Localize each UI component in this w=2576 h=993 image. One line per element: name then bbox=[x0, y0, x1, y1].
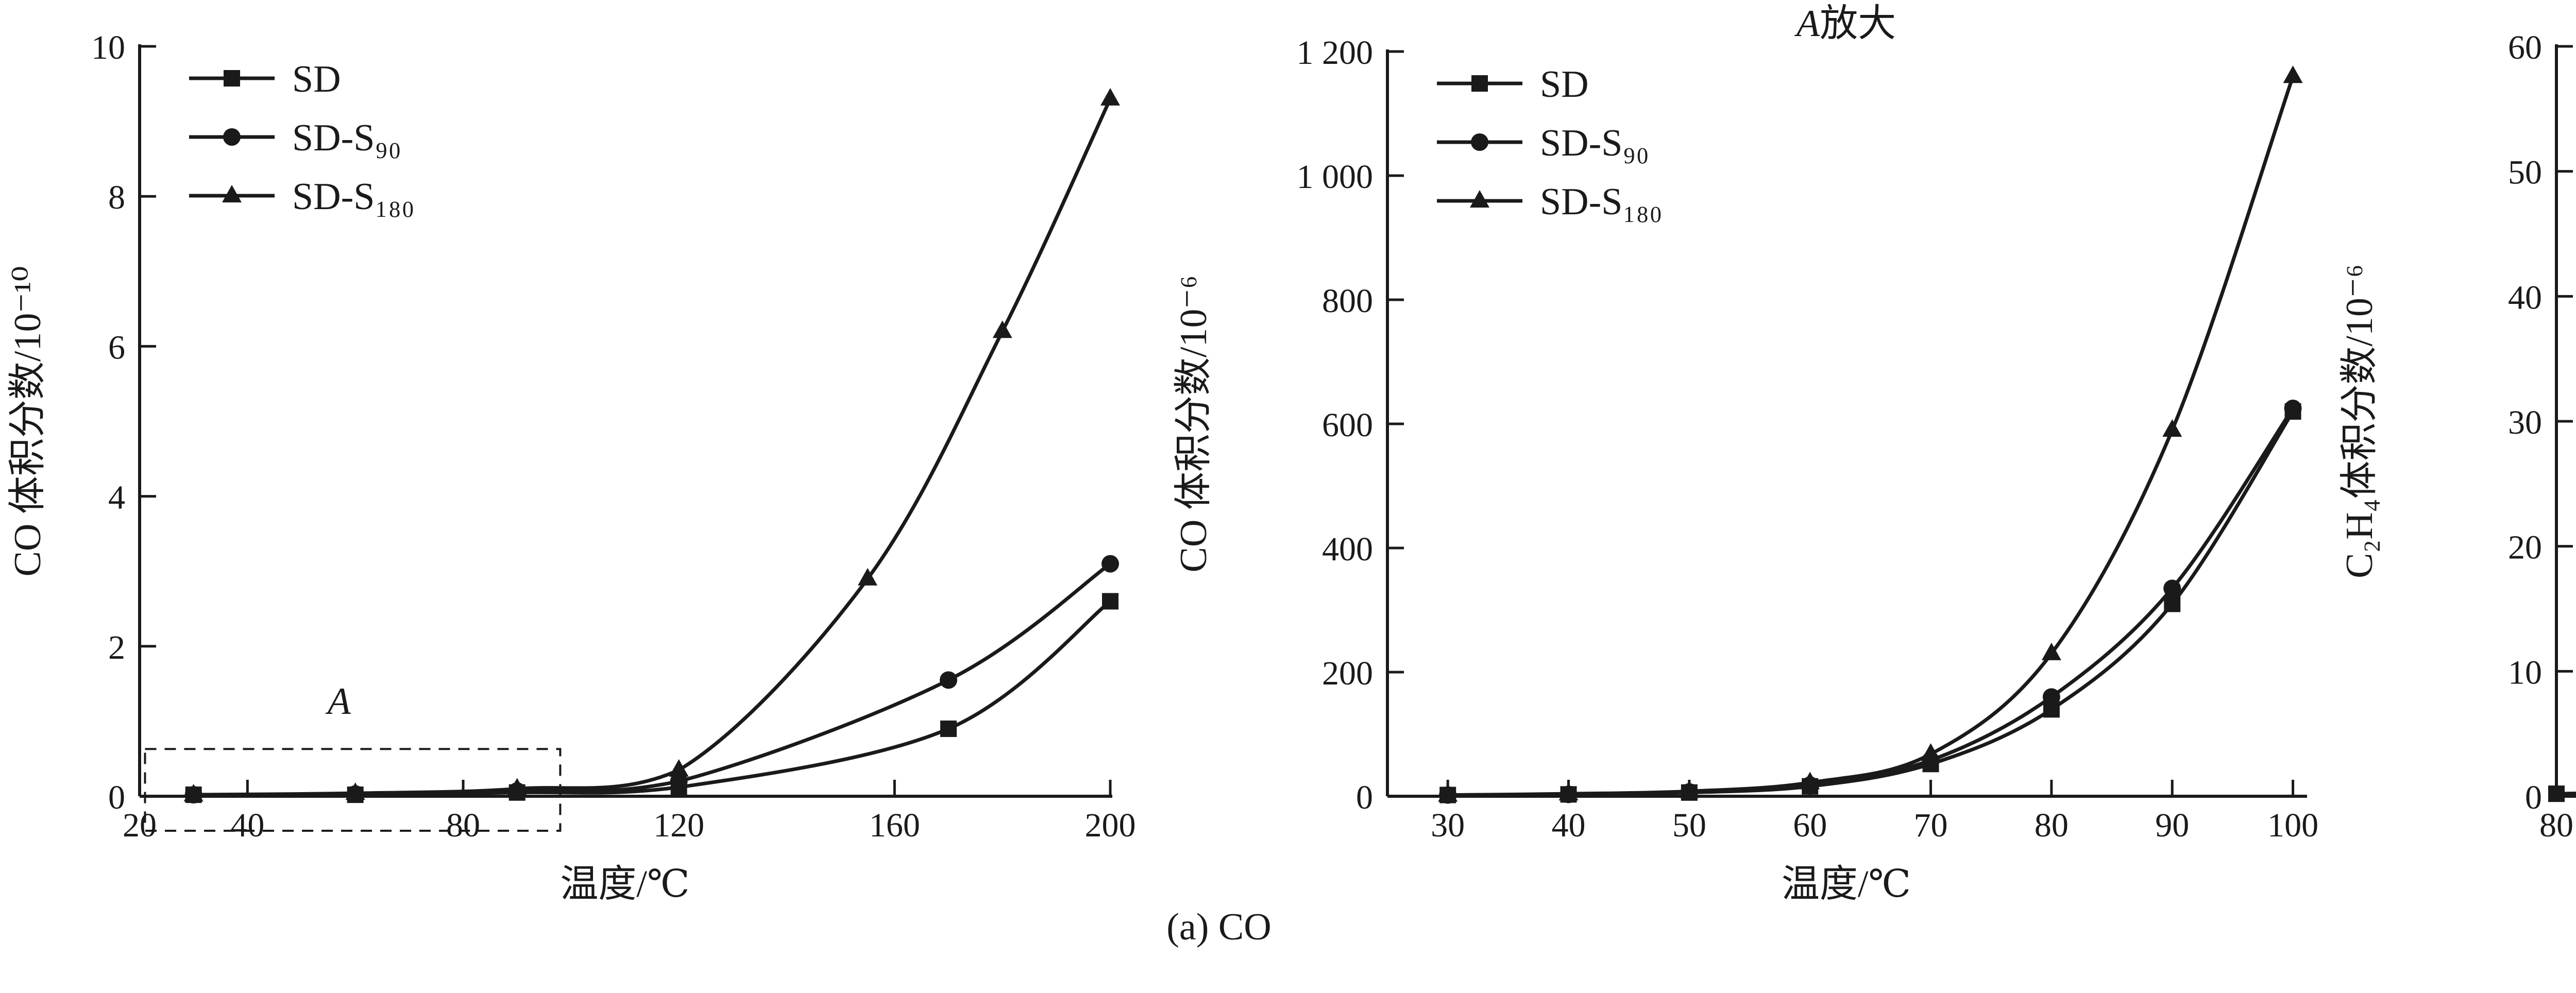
marker-square bbox=[2164, 595, 2181, 612]
y-tick-label: 200 bbox=[1322, 655, 1373, 692]
marker-square bbox=[1471, 75, 1488, 92]
y-tick-label: 4 bbox=[108, 479, 125, 517]
x-tick-label: 80 bbox=[446, 807, 480, 844]
legend-label: SD-S₁₈₀ bbox=[292, 176, 415, 218]
series-line-SD bbox=[2554, 792, 2576, 796]
x-tick-label: 80 bbox=[2035, 807, 2069, 844]
y-tick-label: 60 bbox=[2508, 29, 2542, 66]
y-axis-label: CO 体积分数/10⁻⁶ bbox=[1173, 276, 1215, 573]
x-tick-label: 90 bbox=[2155, 807, 2189, 844]
y-axis-label: C₂H₄体积分数/10⁻⁶ bbox=[2338, 264, 2381, 578]
marker-triangle bbox=[1679, 780, 1699, 798]
chart-panel-c2h4: 801001201401601802000102030405060温度/℃C₂H… bbox=[2338, 29, 2576, 844]
marker-triangle bbox=[1100, 88, 1120, 106]
legend-label: SD-S₁₈₀ bbox=[1540, 181, 1663, 223]
caption-a-co: (a) CO bbox=[1166, 906, 1272, 948]
marker-triangle bbox=[222, 185, 242, 202]
chart-title: A放大 bbox=[1794, 3, 1896, 45]
marker-triangle bbox=[1921, 743, 1941, 761]
y-tick-label: 10 bbox=[91, 29, 125, 66]
y-tick-label: 30 bbox=[2508, 404, 2542, 441]
marker-circle bbox=[2284, 399, 2302, 417]
x-axis-label: 温度/℃ bbox=[560, 863, 689, 905]
series-line-SD-S₁₈₀ bbox=[192, 97, 1112, 797]
y-tick-label: 400 bbox=[1322, 530, 1373, 568]
marker-triangle bbox=[1470, 190, 1489, 208]
legend-label: SD bbox=[292, 58, 341, 100]
y-axis-label: CO 体积分数/10⁻¹⁰ bbox=[7, 266, 49, 577]
marker-triangle bbox=[992, 320, 1012, 338]
x-tick-label: 60 bbox=[1793, 807, 1827, 844]
y-tick-label: 0 bbox=[1356, 779, 1373, 816]
marker-triangle bbox=[858, 568, 877, 586]
marker-square bbox=[1102, 593, 1118, 610]
marker-triangle bbox=[669, 759, 689, 777]
legend-label: SD-S₉₀ bbox=[1540, 122, 1649, 164]
zoom-region-label: A bbox=[325, 680, 351, 723]
y-tick-label: 10 bbox=[2508, 654, 2542, 691]
y-tick-label: 8 bbox=[108, 179, 125, 216]
x-tick-label: 120 bbox=[653, 807, 704, 844]
x-tick-label: 200 bbox=[1085, 807, 1136, 844]
y-tick-label: 0 bbox=[108, 779, 125, 816]
legend-label: SD-S₉₀ bbox=[292, 117, 401, 159]
x-tick-label: 40 bbox=[1552, 807, 1586, 844]
x-tick-label: 40 bbox=[230, 807, 264, 844]
marker-triangle bbox=[1800, 772, 1820, 790]
marker-circle bbox=[1471, 133, 1488, 151]
x-tick-label: 80 bbox=[2539, 807, 2573, 844]
x-tick-label: 70 bbox=[1914, 807, 1948, 844]
y-tick-label: 1 200 bbox=[1297, 34, 1374, 72]
y-tick-label: 20 bbox=[2508, 529, 2542, 567]
marker-square bbox=[940, 720, 957, 737]
marker-circle bbox=[670, 772, 688, 790]
legend-label: SD bbox=[1540, 63, 1589, 106]
y-tick-label: 50 bbox=[2508, 154, 2542, 192]
marker-triangle bbox=[2283, 65, 2303, 83]
x-tick-label: 50 bbox=[1672, 807, 1706, 844]
x-tick-label: 30 bbox=[1431, 807, 1465, 844]
y-tick-label: 0 bbox=[2525, 779, 2542, 816]
marker-square bbox=[224, 70, 240, 87]
marker-triangle bbox=[1438, 784, 1458, 802]
x-tick-label: 160 bbox=[869, 807, 920, 844]
marker-triangle bbox=[2162, 419, 2182, 437]
y-tick-label: 6 bbox=[108, 329, 125, 366]
series-line-SD-S₉₀ bbox=[192, 562, 1112, 797]
marker-circle bbox=[1101, 555, 1119, 573]
x-tick-label: 20 bbox=[123, 807, 157, 844]
marker-triangle bbox=[507, 778, 527, 796]
y-tick-label: 600 bbox=[1322, 406, 1373, 444]
chart-panel-co-main: 20 40 80 120 160 200 0 2 4 6 8 10 温度/℃ CO 体积分数/10⁻¹⁰ A… bbox=[7, 29, 1136, 905]
marker-square bbox=[2548, 785, 2565, 802]
y-tick-label: 40 bbox=[2508, 279, 2542, 316]
marker-circle bbox=[2163, 579, 2181, 597]
marker-triangle bbox=[1558, 783, 1579, 801]
y-tick-label: 800 bbox=[1322, 282, 1373, 320]
x-tick-label: 100 bbox=[2267, 807, 2318, 844]
y-tick-label: 2 bbox=[108, 629, 125, 666]
marker-circle bbox=[2042, 688, 2060, 706]
marker-triangle bbox=[2041, 642, 2061, 660]
marker-triangle bbox=[183, 784, 204, 802]
marker-circle bbox=[223, 128, 241, 146]
marker-triangle bbox=[345, 782, 365, 800]
marker-circle bbox=[940, 671, 957, 689]
x-axis-label: 温度/℃ bbox=[1782, 863, 1911, 905]
y-tick-label: 1 000 bbox=[1297, 158, 1374, 196]
